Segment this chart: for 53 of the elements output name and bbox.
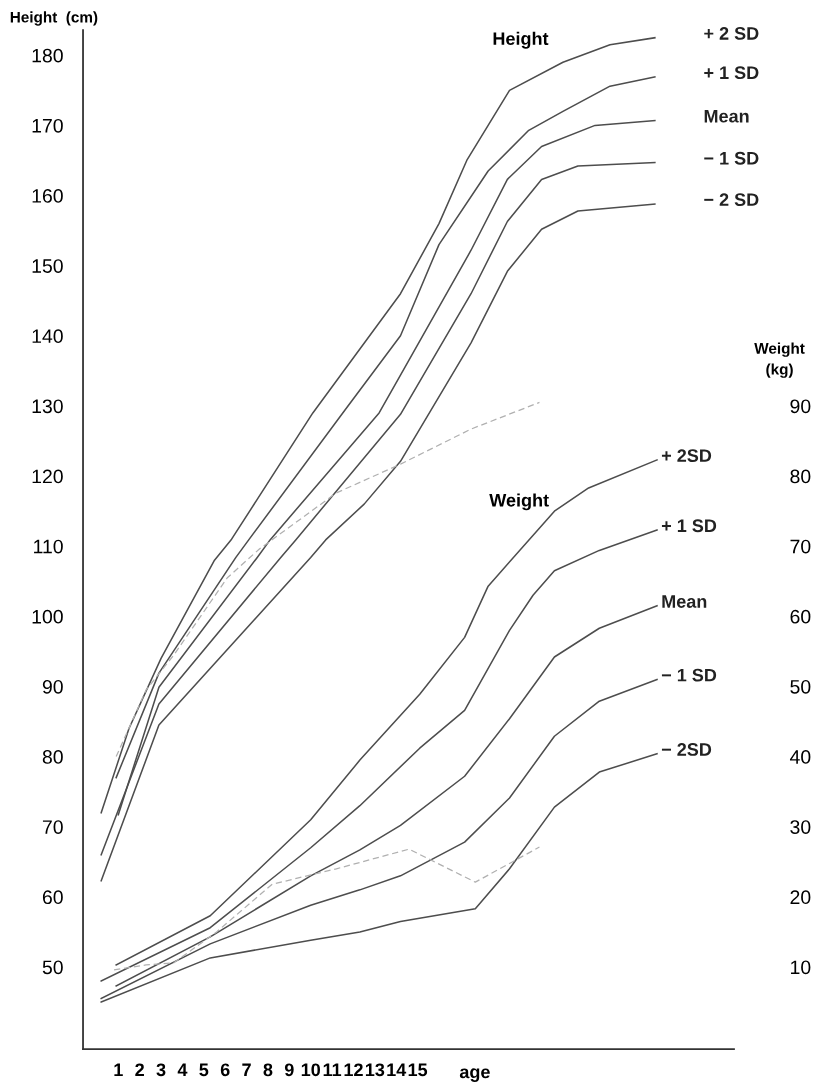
y2-tick-label: 20 bbox=[790, 890, 811, 905]
x-tick-label: 6 bbox=[220, 1063, 230, 1077]
series-label: Mean bbox=[662, 595, 707, 608]
series-label: − 2SD bbox=[661, 743, 712, 756]
y-tick-label: 120 bbox=[32, 469, 63, 484]
annotation: Weight bbox=[489, 493, 549, 511]
text: + 2 SD bbox=[704, 27, 759, 40]
x-tick-label: 12 bbox=[344, 1063, 363, 1077]
y-tick-label: 50 bbox=[42, 960, 63, 975]
y-tick-label: 140 bbox=[32, 329, 63, 344]
y2-tick-label: 80 bbox=[790, 469, 811, 484]
y-tick-label: 150 bbox=[32, 259, 63, 273]
y2-tick-label: 50 bbox=[790, 679, 811, 694]
x-axis-title: age bbox=[459, 1068, 490, 1082]
y-tick-label: 130 bbox=[32, 399, 63, 414]
y-tick-label: 170 bbox=[32, 118, 63, 133]
x-tick-label: 9 bbox=[284, 1063, 294, 1077]
y-tick-label: 60 bbox=[42, 890, 63, 905]
x-tick-label: 14 bbox=[387, 1063, 407, 1077]
series-label: − 1 SD bbox=[661, 668, 717, 682]
text: − 2 SD bbox=[704, 193, 759, 207]
y-tick-label: 160 bbox=[32, 189, 63, 203]
text: Mean bbox=[704, 109, 749, 123]
y-tick-label: 110 bbox=[34, 539, 63, 554]
x-tick-label: 8 bbox=[263, 1063, 273, 1077]
x-tick-label: 5 bbox=[199, 1063, 209, 1077]
y2-axis-title: Weight (kg) bbox=[754, 342, 805, 378]
y2-tick-label: 30 bbox=[790, 820, 811, 834]
x-tick-label: 2 bbox=[135, 1063, 144, 1077]
series-label: + 1 SD bbox=[661, 519, 717, 533]
y-tick-label: 180 bbox=[32, 48, 63, 63]
y2-tick-label: 90 bbox=[790, 399, 811, 414]
x-tick-label: 13 bbox=[365, 1063, 385, 1077]
annotation: Height bbox=[493, 31, 549, 49]
y-tick-label: 70 bbox=[42, 820, 63, 834]
x-tick-label: 1 bbox=[114, 1063, 123, 1077]
x-tick-label: 10 bbox=[301, 1063, 320, 1077]
x-tick-label: 3 bbox=[156, 1063, 166, 1077]
y2-tick-label: 70 bbox=[790, 539, 811, 554]
x-tick-label: 4 bbox=[177, 1063, 188, 1077]
text: + 1 SD bbox=[704, 66, 759, 80]
x-tick-label: 7 bbox=[242, 1063, 251, 1077]
text: − 1 SD bbox=[704, 151, 759, 165]
y-axis-title: Height (cm) bbox=[10, 11, 98, 26]
y-tick-label: 80 bbox=[42, 750, 63, 764]
y2-tick-label: 40 bbox=[789, 750, 811, 764]
x-tick-label: 11 bbox=[323, 1063, 342, 1077]
y2-tick-label: 60 bbox=[790, 609, 811, 624]
y-tick-label: 90 bbox=[42, 679, 63, 694]
x-tick-label: 15 bbox=[408, 1063, 428, 1077]
series-label: + 2SD bbox=[661, 449, 712, 463]
y-tick-label: 100 bbox=[32, 609, 63, 624]
y2-tick-label: 10 bbox=[791, 960, 811, 975]
